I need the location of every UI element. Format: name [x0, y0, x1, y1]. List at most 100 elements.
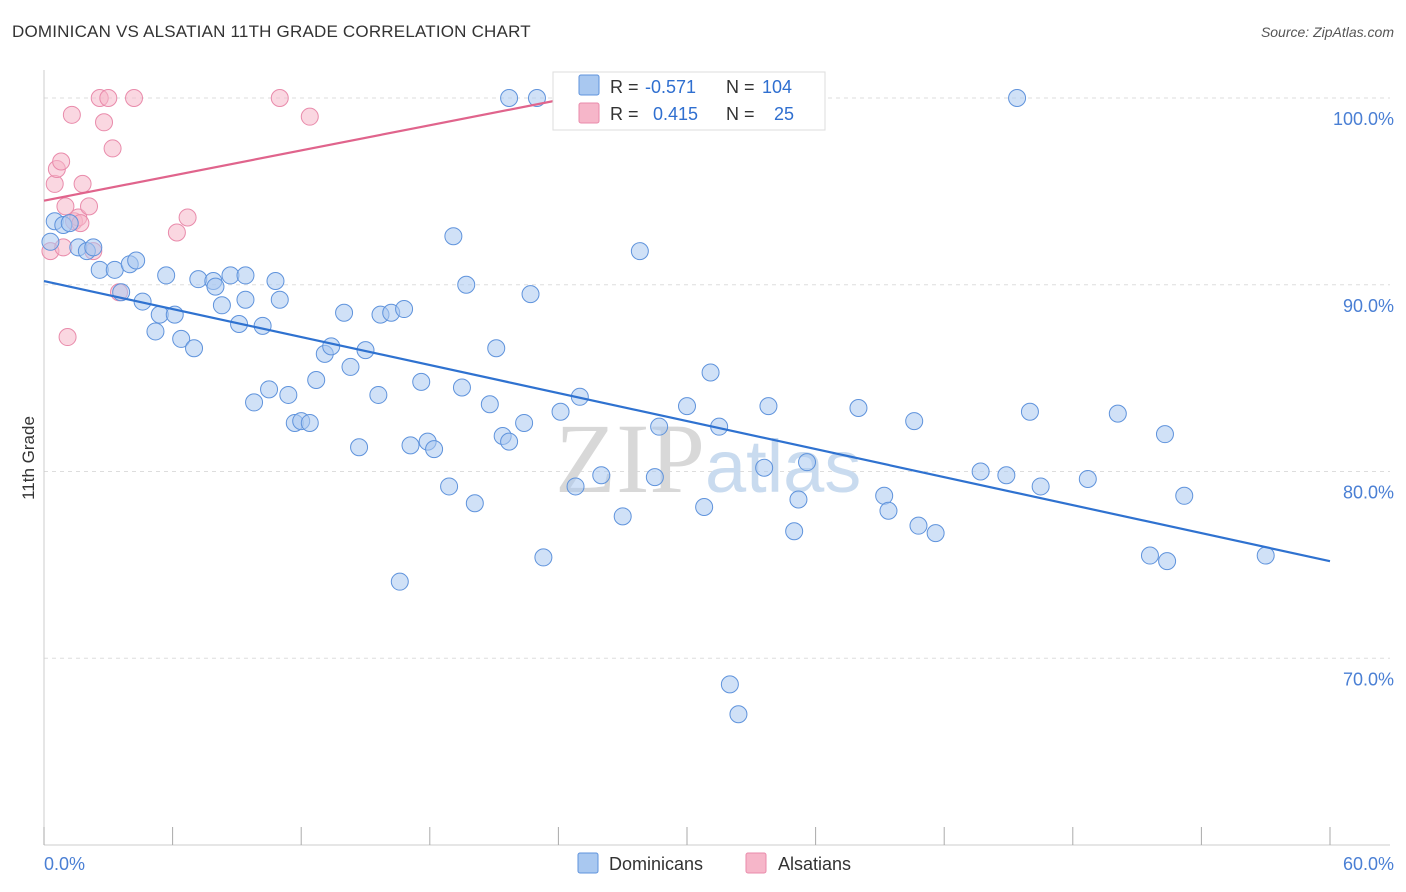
dominicans-point	[875, 486, 894, 505]
alsatians-point	[125, 89, 144, 108]
dominicans-point	[480, 395, 499, 414]
alsatians-point	[167, 223, 186, 242]
dominicans-point	[695, 497, 714, 516]
x-tick-label-0: 0.0%	[44, 854, 85, 874]
dominicans-point	[678, 397, 696, 416]
dominicans-point	[785, 522, 804, 541]
dominicans-point	[395, 300, 414, 319]
chart-title: DOMINICAN VS ALSATIAN 11TH GRADE CORRELA…	[12, 22, 531, 41]
dominicans-point	[322, 337, 341, 356]
dominicans-point	[534, 548, 553, 567]
dominicans-point	[84, 238, 103, 257]
dominicans-point	[1031, 477, 1050, 496]
alsatians-point	[56, 197, 75, 216]
dominicans-point	[245, 393, 264, 412]
dominicans-point	[452, 378, 471, 397]
dominicans-point	[1140, 546, 1159, 565]
dominicans-point	[1108, 404, 1127, 423]
dominicans-point	[849, 399, 868, 418]
dominicans-point	[650, 417, 669, 436]
dominicans-point	[206, 277, 225, 296]
alsatians-point	[52, 152, 71, 171]
dominicans-point	[997, 466, 1016, 485]
dominicans-point	[613, 507, 632, 526]
stats-dominicans-swatch	[578, 74, 600, 96]
dominicans-point	[105, 260, 124, 279]
dominicans-point	[127, 251, 146, 270]
alsatians-point	[58, 328, 77, 347]
dominicans-point	[465, 494, 484, 513]
stats-alsatians-r-value: 0.415	[653, 104, 698, 124]
dominicans-point	[759, 397, 778, 416]
alsatians-point	[45, 174, 64, 193]
alsatians-point	[99, 89, 118, 108]
dominicans-point	[335, 303, 354, 322]
x-tick-label-1: 60.0%	[1343, 854, 1394, 874]
dominicans-point	[341, 357, 360, 376]
dominicans-point	[515, 413, 534, 432]
alsatians-point	[103, 139, 122, 158]
dominicans-point	[425, 440, 444, 459]
watermark-atlas: atlas	[705, 425, 861, 508]
stats-alsatians-n-value: 25	[774, 104, 794, 124]
y-tick-label-0: 100.0%	[1333, 109, 1394, 129]
dominicans-point	[909, 516, 928, 535]
dominicans-point	[457, 275, 476, 294]
dominicans-point	[1256, 546, 1275, 565]
dominicans-point	[260, 380, 279, 399]
dominicans-point	[905, 412, 924, 431]
dominicans-point	[551, 402, 570, 421]
stats-alsatians-swatch	[578, 102, 600, 124]
alsatians-point	[300, 107, 319, 126]
legend-dominicans-swatch	[577, 852, 599, 874]
dominicans-point	[369, 385, 388, 404]
dominicans-point	[630, 242, 649, 261]
alsatians-point	[95, 113, 114, 132]
legend-alsatians-label: Alsatians	[778, 854, 851, 874]
legend-alsatians-swatch	[745, 852, 767, 874]
dominicans-point	[390, 572, 409, 591]
trendlines	[43, 96, 1331, 563]
axes	[43, 70, 1390, 846]
y-tick-label-1: 90.0%	[1343, 296, 1394, 316]
stats-dominicans-r-value: -0.571	[645, 77, 696, 97]
alsatians-trendline	[43, 96, 570, 202]
dominicans-trendline	[43, 279, 1331, 563]
watermark-zip: ZIP	[555, 403, 705, 514]
dominicans-point	[755, 458, 774, 477]
dominicans-point	[236, 266, 255, 285]
stats-alsatians-n-label: N =	[726, 104, 755, 124]
stats-alsatians-r-label: R =	[610, 104, 639, 124]
dominicans-point	[1020, 402, 1039, 421]
dominicans-point	[729, 705, 748, 724]
alsatians-point	[80, 197, 99, 216]
y-tick-label-3: 70.0%	[1343, 669, 1394, 689]
tick-labels: 100.0% 90.0% 80.0% 70.0% 0.0% 60.0%	[44, 109, 1394, 874]
dominicans-point	[527, 89, 546, 108]
dominicans-point	[500, 89, 519, 108]
dominicans-point	[1155, 425, 1174, 444]
alsatians-point	[62, 105, 81, 124]
dominicans-point	[971, 462, 990, 481]
dominicans-point	[279, 385, 298, 404]
dominicans-point	[592, 466, 611, 485]
dominicans-point	[300, 413, 319, 432]
dominicans-point	[440, 477, 459, 496]
dominicans-point	[266, 272, 285, 291]
dominicans-point	[157, 266, 176, 285]
dominicans-point	[189, 270, 208, 289]
y-axis-label: 11th Grade	[19, 416, 38, 500]
dominicans-point	[401, 436, 420, 455]
dominicans-point	[236, 290, 255, 309]
y-tick-label-2: 80.0%	[1343, 483, 1394, 503]
dominicans-point	[701, 363, 720, 382]
y-axis-label-group: 11th Grade	[19, 416, 38, 500]
dominicans-point	[521, 285, 540, 304]
dominicans-point	[500, 432, 519, 451]
dominicans-point	[566, 477, 585, 496]
dominicans-point	[487, 339, 506, 358]
stats-dominicans-r-label: R =	[610, 77, 639, 97]
dominicans-point	[350, 438, 369, 457]
dominicans-point	[150, 305, 169, 324]
